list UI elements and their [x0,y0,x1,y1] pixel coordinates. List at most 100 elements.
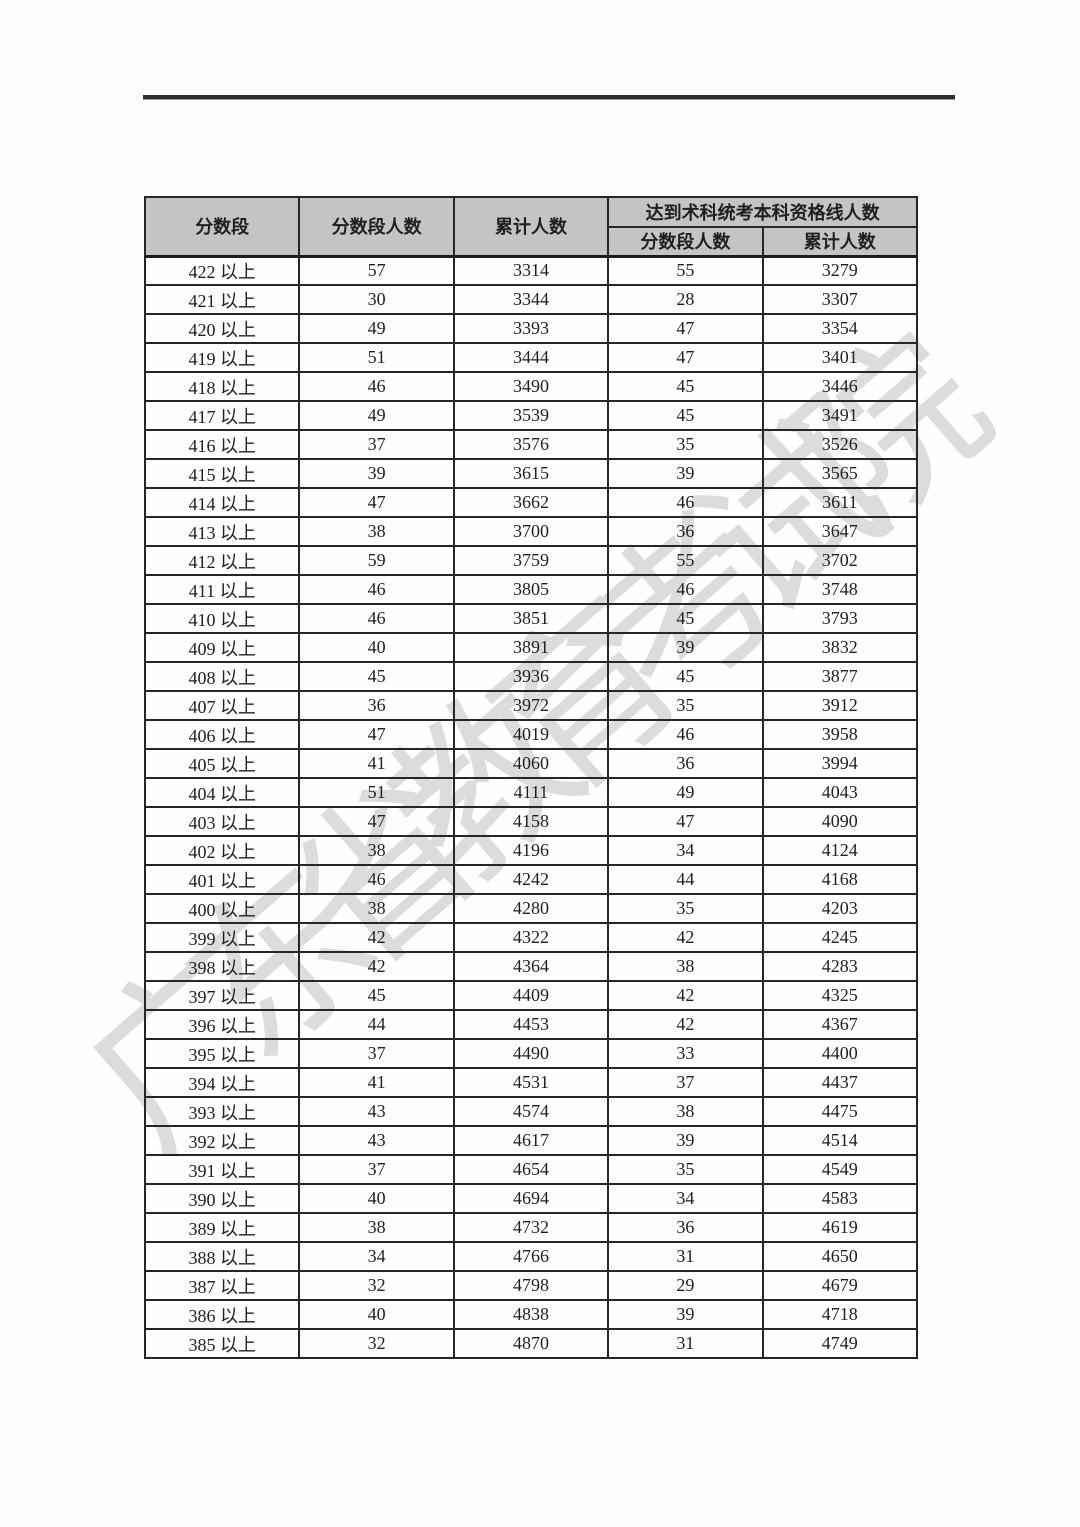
qualified-segment-count-cell: 46 [607,487,764,518]
cumulative-count-cell: 3759 [452,545,610,576]
cumulative-count-cell: 4111 [452,777,610,808]
cumulative-count-cell: 4654 [452,1154,610,1185]
score-range-cell: 393 以上 [143,1096,301,1127]
segment-count-cell: 34 [298,1241,455,1272]
segment-count-cell: 37 [298,429,455,460]
qualified-cumulative-count-cell: 4283 [761,951,919,982]
table-row: 391 以上 37 4654 35 4549 [143,1154,919,1185]
table-row: 398 以上 42 4364 38 4283 [143,951,919,982]
score-range-cell: 406 以上 [143,719,301,750]
segment-count-cell: 49 [298,313,455,344]
qualified-cumulative-count-cell: 3611 [761,487,919,518]
score-range-cell: 402 以上 [143,835,301,866]
table-row: 422 以上 57 3314 55 3279 [143,255,919,286]
qualified-cumulative-count-cell: 4650 [761,1241,919,1272]
score-range-cell: 407 以上 [143,690,301,721]
segment-count-cell: 32 [298,1328,455,1359]
qualified-segment-count-cell: 33 [607,1038,764,1069]
header-qualified-segment-count: 分数段人数 [607,226,764,257]
qualified-segment-count-cell: 28 [607,284,764,315]
score-range-cell: 420 以上 [143,313,301,344]
segment-count-cell: 46 [298,603,455,634]
score-range-cell: 418 以上 [143,371,301,402]
segment-count-cell: 32 [298,1270,455,1301]
score-range-cell: 419 以上 [143,342,301,373]
qualified-segment-count-cell: 39 [607,1299,764,1330]
qualified-cumulative-count-cell: 4718 [761,1299,919,1330]
qualified-segment-count-cell: 55 [607,545,764,576]
table-row: 414 以上 47 3662 46 3611 [143,487,919,518]
segment-count-cell: 46 [298,864,455,895]
score-range-cell: 392 以上 [143,1125,301,1156]
segment-count-cell: 47 [298,487,455,518]
cumulative-count-cell: 4870 [452,1328,610,1359]
qualified-cumulative-count-cell: 4325 [761,980,919,1011]
segment-count-cell: 47 [298,806,455,837]
segment-count-cell: 57 [298,255,455,286]
cumulative-count-cell: 3539 [452,400,610,431]
table-row: 410 以上 46 3851 45 3793 [143,603,919,634]
segment-count-cell: 41 [298,1067,455,1098]
cumulative-count-cell: 3344 [452,284,610,315]
score-range-cell: 395 以上 [143,1038,301,1069]
cumulative-count-cell: 3936 [452,661,610,692]
qualified-cumulative-count-cell: 4203 [761,893,919,924]
table-row: 385 以上 32 4870 31 4749 [143,1328,919,1359]
cumulative-count-cell: 4574 [452,1096,610,1127]
qualified-segment-count-cell: 31 [607,1241,764,1272]
table-row: 416 以上 37 3576 35 3526 [143,429,919,460]
qualified-segment-count-cell: 55 [607,255,764,286]
cumulative-count-cell: 4694 [452,1183,610,1214]
qualified-cumulative-count-cell: 3401 [761,342,919,373]
cumulative-count-cell: 4280 [452,893,610,924]
cumulative-count-cell: 4409 [452,980,610,1011]
qualified-segment-count-cell: 35 [607,690,764,721]
table-row: 403 以上 47 4158 47 4090 [143,806,919,837]
score-range-cell: 398 以上 [143,951,301,982]
segment-count-cell: 51 [298,777,455,808]
score-range-cell: 412 以上 [143,545,301,576]
table-row: 397 以上 45 4409 42 4325 [143,980,919,1011]
qualified-cumulative-count-cell: 4514 [761,1125,919,1156]
segment-count-cell: 38 [298,1212,455,1243]
cumulative-count-cell: 3851 [452,603,610,634]
cumulative-count-cell: 4531 [452,1067,610,1098]
qualified-cumulative-count-cell: 4749 [761,1328,919,1359]
qualified-cumulative-count-cell: 3912 [761,690,919,721]
qualified-segment-count-cell: 35 [607,893,764,924]
table-row: 419 以上 51 3444 47 3401 [143,342,919,373]
score-range-cell: 405 以上 [143,748,301,779]
table-row: 395 以上 37 4490 33 4400 [143,1038,919,1069]
segment-count-cell: 59 [298,545,455,576]
table-row: 399 以上 42 4322 42 4245 [143,922,919,953]
header-qualified-cumulative-count: 累计人数 [761,226,919,257]
table-row: 409 以上 40 3891 39 3832 [143,632,919,663]
qualified-cumulative-count-cell: 4679 [761,1270,919,1301]
segment-count-cell: 30 [298,284,455,315]
segment-count-cell: 44 [298,1009,455,1040]
qualified-segment-count-cell: 39 [607,632,764,663]
qualified-cumulative-count-cell: 3491 [761,400,919,431]
header-qualified-group: 达到术科统考本科资格线人数 [607,196,918,228]
qualified-segment-count-cell: 34 [607,1183,764,1214]
segment-count-cell: 37 [298,1154,455,1185]
cumulative-count-cell: 4798 [452,1270,610,1301]
cumulative-count-cell: 3615 [452,458,610,489]
qualified-segment-count-cell: 38 [607,1096,764,1127]
table-row: 421 以上 30 3344 28 3307 [143,284,919,315]
score-range-cell: 390 以上 [143,1183,301,1214]
qualified-segment-count-cell: 42 [607,922,764,953]
table-row: 393 以上 43 4574 38 4475 [143,1096,919,1127]
table-row: 405 以上 41 4060 36 3994 [143,748,919,779]
cumulative-count-cell: 4490 [452,1038,610,1069]
cumulative-count-cell: 3576 [452,429,610,460]
segment-count-cell: 43 [298,1096,455,1127]
score-distribution-table: 分数段 分数段人数 累计人数 达到术科统考本科资格线人数 分数段人数 累计人数 … [143,196,919,1359]
qualified-segment-count-cell: 44 [607,864,764,895]
segment-count-cell: 40 [298,632,455,663]
table-row: 417 以上 49 3539 45 3491 [143,400,919,431]
segment-count-cell: 41 [298,748,455,779]
table-row: 388 以上 34 4766 31 4650 [143,1241,919,1272]
score-range-cell: 388 以上 [143,1241,301,1272]
